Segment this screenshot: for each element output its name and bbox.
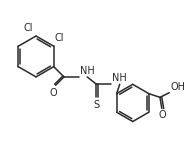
- Text: O: O: [50, 88, 57, 98]
- Text: Cl: Cl: [24, 23, 33, 33]
- Text: O: O: [158, 110, 166, 120]
- Text: NH: NH: [112, 73, 127, 83]
- Text: OH: OH: [170, 82, 185, 92]
- Text: NH: NH: [80, 66, 94, 76]
- Text: S: S: [93, 100, 100, 110]
- Text: Cl: Cl: [55, 33, 64, 43]
